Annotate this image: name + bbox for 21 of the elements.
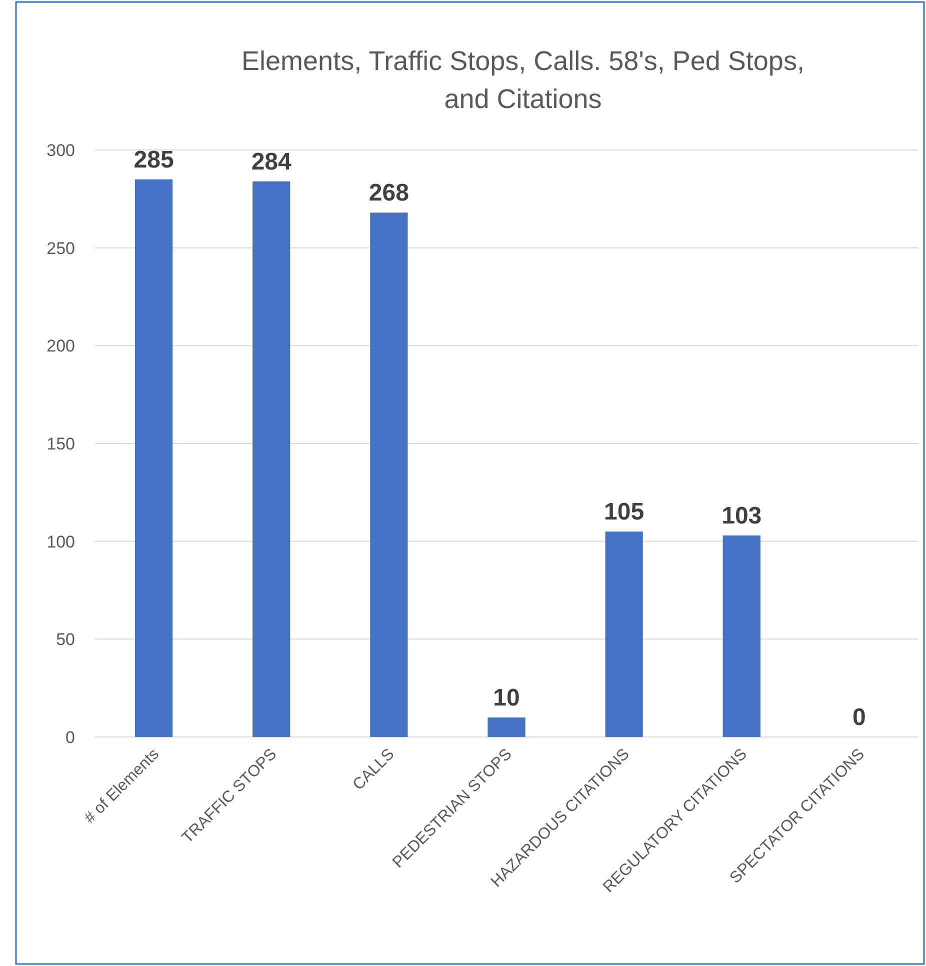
data-label: 105 (604, 498, 644, 526)
data-label: 284 (251, 148, 292, 176)
bar (370, 212, 408, 737)
data-label: 268 (368, 180, 409, 207)
chart-title: Elements, Traffic Stops, Calls. 58's, Ped Stops, and Citations (242, 46, 804, 114)
bar (605, 532, 643, 737)
y-tick-label: 100 (46, 532, 75, 552)
bar (722, 535, 760, 737)
data-label: 10 (493, 684, 520, 712)
y-tick-label: 250 (46, 238, 75, 258)
y-tick-label: 300 (46, 140, 75, 160)
y-tick-label: 0 (66, 728, 75, 747)
bar (488, 717, 526, 737)
y-tick-label: 150 (46, 434, 75, 454)
data-label: 0 (852, 704, 866, 731)
data-label: 103 (722, 502, 762, 530)
bar (252, 181, 290, 737)
data-label: 285 (134, 146, 174, 174)
y-tick-label: 50 (56, 630, 75, 650)
bar (134, 179, 173, 737)
y-tick-label: 200 (46, 336, 75, 356)
